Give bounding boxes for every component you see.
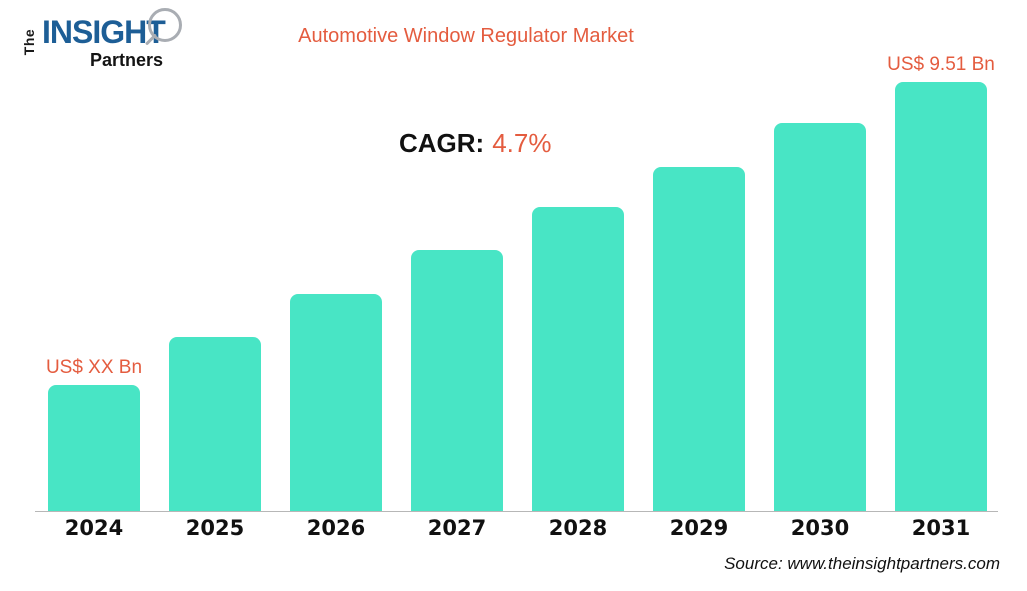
insight-partners-logo: The INSIGHT Partners xyxy=(21,6,194,78)
x-tick-2026: 2026 xyxy=(306,516,366,540)
x-tick-2030: 2030 xyxy=(790,516,850,540)
chart-title: Automotive Window Regulator Market xyxy=(298,25,634,47)
magnifier-icon xyxy=(148,8,182,42)
bar-2025 xyxy=(169,337,261,511)
cagr-annotation: CAGR: 4.7% xyxy=(399,128,551,159)
logo-partners-text: Partners xyxy=(90,50,164,70)
bar-2024 xyxy=(48,385,140,511)
bar-2029 xyxy=(653,167,745,511)
x-tick-2031: 2031 xyxy=(911,516,971,540)
x-tick-2025: 2025 xyxy=(185,516,245,540)
bar-2030 xyxy=(774,123,866,511)
bar-value-label-2031: US$ 9.51 Bn xyxy=(887,54,995,75)
x-tick-2029: 2029 xyxy=(669,516,729,540)
bar-2027 xyxy=(411,250,503,511)
source-text: Source: www.theinsightpartners.com xyxy=(724,554,1000,573)
cagr-label: CAGR: xyxy=(399,128,485,158)
bar-2026 xyxy=(290,294,382,511)
bar-2031 xyxy=(895,82,987,511)
bar-2028 xyxy=(532,207,624,511)
bar-value-label-2024: US$ XX Bn xyxy=(45,357,143,378)
x-tick-2024: 2024 xyxy=(64,516,124,540)
cagr-value: 4.7% xyxy=(492,128,552,158)
x-axis-line xyxy=(35,511,998,512)
x-tick-2027: 2027 xyxy=(427,516,487,540)
x-tick-2028: 2028 xyxy=(548,516,608,540)
